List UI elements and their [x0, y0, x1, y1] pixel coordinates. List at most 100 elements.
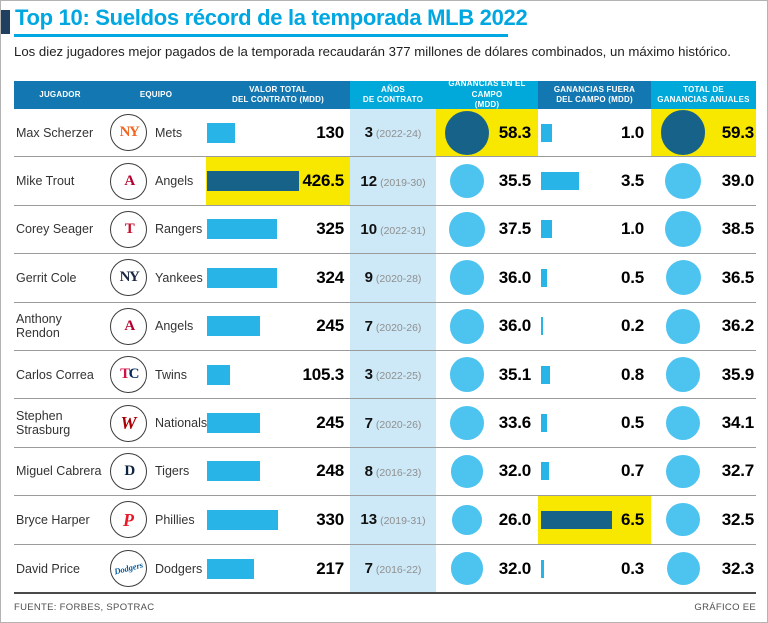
credit-label: GRÁFICO EE: [694, 602, 756, 613]
on-field-circle-wrap: [436, 406, 498, 440]
cell-contract-years: 7 (2020-26): [350, 302, 436, 350]
years-span: (2022-24): [375, 128, 422, 141]
total-value: 34.1: [721, 413, 754, 433]
on-field-value: 32.0: [498, 558, 531, 578]
on-field-value: 36.0: [498, 267, 531, 287]
team-logo-icon: P: [110, 501, 147, 539]
cell-contract-value: 245: [206, 399, 350, 446]
cell-contract-years: 3 (2022-25): [350, 350, 436, 399]
team-name: Mets: [155, 125, 183, 140]
column-header-line: AÑOS: [381, 84, 405, 94]
cell-off-field: 6.5: [538, 496, 651, 544]
table-row: Carlos Correa TC Twins 105.3 3 (2022-25) 35.1 0…: [14, 350, 756, 400]
total-circle-wrap: [651, 110, 715, 156]
cell-off-field: 0.5: [538, 254, 651, 301]
total-circle-wrap: [651, 406, 715, 440]
off-field-bar: [541, 510, 612, 529]
team-logo-letter: A: [124, 317, 135, 334]
cell-total: 32.7: [651, 448, 756, 495]
column-header-line: DEL CAMPO (MDD): [556, 95, 633, 104]
team-logo-icon: W: [110, 404, 147, 442]
contract-value: 245: [316, 316, 344, 336]
table-header: JUGADOR EQUIPO VALOR TOTAL DEL CONTRATO (MD…: [14, 79, 756, 109]
contract-bar: [207, 509, 278, 530]
cell-player: Miguel Cabrera: [14, 448, 106, 495]
years-span: (2019-30): [380, 176, 426, 189]
on-field-circle: [449, 211, 485, 248]
player-name: Gerrit Cole: [16, 270, 77, 285]
off-field-bar: [541, 317, 544, 336]
column-header-line: GANANCIAS ANUALES: [657, 95, 750, 104]
contract-bar: [207, 413, 260, 434]
contract-value: 130: [316, 122, 344, 142]
cell-contract-years: 10 (2022-31): [350, 205, 436, 254]
years-span: (2019-31): [380, 515, 426, 528]
contract-value: 324: [316, 267, 344, 287]
team-logo-icon: A: [110, 162, 147, 200]
team-logo-icon: NY: [110, 259, 147, 297]
on-field-value: 35.1: [498, 364, 531, 384]
years-span: (2022-25): [375, 370, 422, 383]
off-field-value: 1.0: [620, 122, 644, 142]
cell-player: Stephen Strasburg: [14, 399, 106, 446]
contract-bar: [207, 364, 230, 385]
cell-off-field: 1.0: [538, 206, 651, 253]
team-logo-icon: TC: [110, 356, 147, 394]
team-logo-text: A: [123, 317, 135, 334]
salary-table: JUGADOR EQUIPO VALOR TOTAL DEL CONTRATO (MD…: [14, 79, 756, 593]
player-name: Miguel Cabrera: [16, 464, 102, 479]
off-field-bar: [541, 462, 549, 481]
off-field-value: 6.5: [620, 509, 644, 529]
cell-contract-years: 3 (2022-24): [350, 109, 436, 157]
cell-contract-years: 7 (2020-26): [350, 399, 436, 447]
years-span: (2020-26): [375, 321, 422, 334]
team-logo-icon: Dodgers: [110, 550, 147, 588]
cell-total: 59.3: [651, 109, 756, 157]
years-span: (2020-26): [375, 418, 422, 431]
years-number: 8: [364, 462, 373, 480]
cell-contract-value: 130: [206, 109, 350, 156]
contract-bar: [207, 122, 235, 143]
contract-value: 330: [316, 509, 344, 529]
player-name: David Price: [16, 561, 80, 576]
table-body: Max Scherzer NY Mets 130 3 (2022-24) 58.3 1.0 59…: [14, 109, 756, 593]
total-circle-wrap: [651, 503, 715, 537]
on-field-value: 37.5: [498, 219, 531, 239]
contract-years: 7 (2020-26): [350, 318, 436, 335]
column-header-2: EQUIPO: [106, 81, 206, 109]
years-span: (2016-22): [375, 564, 422, 577]
column-header-line: JUGADOR: [39, 89, 81, 99]
cell-contract-value: 245: [206, 303, 350, 350]
cell-contract-value: 325: [206, 206, 350, 253]
cell-off-field: 0.2: [538, 303, 651, 350]
total-value: 32.3: [721, 558, 754, 578]
cell-off-field: 0.5: [538, 399, 651, 446]
contract-years: 7 (2020-26): [350, 415, 436, 432]
contract-bar: [207, 219, 277, 240]
team-logo-text: D: [123, 463, 135, 479]
on-field-circle: [449, 163, 485, 199]
on-field-circle-wrap: [436, 163, 498, 199]
table-row: Gerrit Cole NY Yankees 324 9 (2020-28) 36.0 0.5…: [14, 254, 756, 303]
cell-team: D Tigers: [106, 448, 206, 495]
table-row: Stephen Strasburg W Nationals 245 7 (2020-26)…: [14, 399, 756, 448]
total-value: 39.0: [721, 171, 754, 191]
total-circle: [666, 552, 700, 586]
cell-contract-value: 105.3: [206, 351, 350, 398]
off-field-value: 0.5: [620, 267, 644, 287]
team-logo-text: TC: [119, 367, 139, 382]
contract-years: 12 (2019-30): [350, 173, 436, 190]
total-value: 36.2: [721, 316, 754, 336]
cell-total: 32.3: [651, 545, 756, 593]
off-field-value: 0.7: [620, 461, 644, 481]
player-name: Bryce Harper: [16, 512, 90, 527]
cell-total: 36.5: [651, 254, 756, 301]
player-name: Anthony Rendon: [16, 312, 62, 341]
cell-player: Gerrit Cole: [14, 254, 106, 301]
off-field-bar: [541, 414, 547, 433]
cell-team: TC Twins: [106, 351, 206, 398]
cell-player: Bryce Harper: [14, 496, 106, 543]
cell-contract-value: 324: [206, 254, 350, 301]
footer: FUENTE: FORBES, SPOTRAC GRÁFICO EE: [14, 602, 756, 613]
cell-contract-years: 9 (2020-28): [350, 254, 436, 302]
